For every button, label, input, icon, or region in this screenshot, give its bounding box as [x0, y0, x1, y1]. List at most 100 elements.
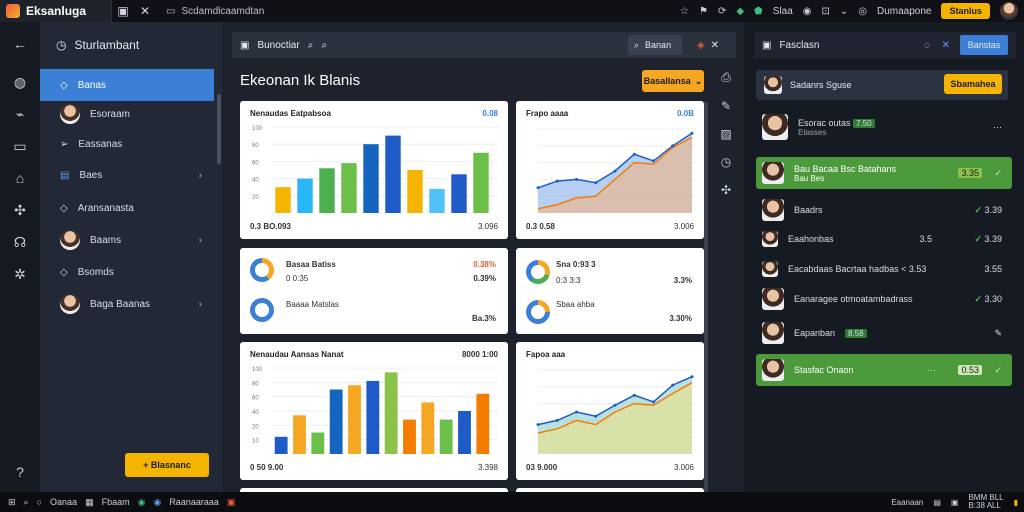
- refresh-icon[interactable]: ◌: [924, 39, 930, 51]
- bar[interactable]: [275, 187, 291, 213]
- taskbar-item[interactable]: Oanaa: [50, 497, 78, 507]
- right-panel-button[interactable]: Banstas: [960, 35, 1008, 55]
- list-item[interactable]: Bau Bacaa Bsc Batahans Bau Bes 3.35 ✓: [756, 157, 1012, 189]
- check-circle-icon[interactable]: ✓: [994, 167, 1002, 178]
- main-scrollbar[interactable]: [704, 102, 708, 492]
- list-item[interactable]: Eacabdaas Bacrtaa hadbas < 3.53 3.55: [756, 256, 1012, 282]
- right-search-bar[interactable]: Sadanrs Sguse Sbamahea: [756, 70, 1008, 100]
- bar[interactable]: [297, 178, 313, 213]
- help-icon[interactable]: ?: [16, 464, 24, 480]
- bar[interactable]: [366, 380, 380, 454]
- bar[interactable]: [384, 372, 398, 454]
- data-point[interactable]: [632, 393, 636, 397]
- data-point[interactable]: [632, 152, 636, 156]
- puzzle-icon[interactable]: ✣: [720, 183, 732, 197]
- sidebar-item-esoraam[interactable]: Esoraam: [40, 98, 222, 130]
- extension-icon[interactable]: ◆: [736, 5, 745, 17]
- address-bar[interactable]: ▭ Scdamdlcaamdtan: [166, 3, 596, 19]
- data-point[interactable]: [555, 418, 559, 422]
- sidebar-item-aransanasta[interactable]: ◇ Aransanasta: [40, 192, 222, 224]
- top-action-button[interactable]: Stanlus: [941, 3, 990, 19]
- search-icon[interactable]: ⌕: [23, 496, 29, 507]
- sidebar-item-baams[interactable]: Baams ›: [40, 224, 222, 256]
- github-icon[interactable]: ◉: [802, 5, 812, 17]
- grid-icon[interactable]: ▣: [240, 39, 250, 51]
- sidebar-action-button[interactable]: + Blasnanc: [125, 453, 209, 477]
- bar[interactable]: [458, 411, 471, 454]
- refresh-icon[interactable]: ⟳: [717, 5, 727, 17]
- data-point[interactable]: [536, 186, 540, 190]
- data-point[interactable]: [536, 423, 540, 427]
- shield-icon[interactable]: ⬟: [754, 5, 763, 17]
- taskbar-item[interactable]: Fbaam: [101, 497, 130, 507]
- bar[interactable]: [293, 415, 306, 454]
- data-point[interactable]: [575, 177, 578, 181]
- data-point[interactable]: [690, 131, 694, 135]
- tag-icon[interactable]: ◈: [696, 39, 705, 51]
- avatar[interactable]: [1000, 2, 1018, 20]
- bar[interactable]: [348, 385, 361, 454]
- more-icon[interactable]: ⋯: [927, 364, 936, 375]
- bar[interactable]: [341, 163, 357, 213]
- clock-icon[interactable]: ◷: [720, 155, 732, 169]
- list-item[interactable]: Baadrs ✓ 3.39: [756, 197, 1012, 223]
- sidebar-scrollbar[interactable]: [217, 94, 221, 164]
- bar[interactable]: [473, 152, 489, 213]
- notification-icon[interactable]: ▮: [1013, 497, 1018, 507]
- search-icon[interactable]: ⌕: [307, 39, 314, 51]
- sidebar-item-baes[interactable]: ▤ Baes ›: [40, 159, 222, 191]
- bar[interactable]: [311, 432, 325, 455]
- bar[interactable]: [476, 393, 490, 454]
- edge-icon[interactable]: ◉: [153, 496, 162, 507]
- data-point[interactable]: [652, 400, 655, 404]
- bar[interactable]: [407, 170, 423, 213]
- chevron-down-icon[interactable]: ⌄: [839, 5, 849, 17]
- search-input[interactable]: ⌕ Banan: [628, 35, 682, 55]
- bar[interactable]: [421, 402, 435, 454]
- browser-icon[interactable]: ◉: [137, 496, 146, 507]
- pen-icon[interactable]: ✎: [994, 327, 1002, 338]
- image-icon[interactable]: ▨: [720, 127, 732, 141]
- data-point[interactable]: [652, 159, 655, 163]
- users-icon[interactable]: ☊: [13, 233, 27, 250]
- back-arrow-icon[interactable]: ←: [13, 36, 27, 52]
- data-point[interactable]: [671, 144, 675, 148]
- globe-icon[interactable]: ◍: [13, 73, 27, 90]
- data-point[interactable]: [594, 414, 598, 418]
- windows-icon[interactable]: ⊞: [8, 496, 16, 507]
- bar[interactable]: [319, 168, 335, 213]
- user-circle-icon[interactable]: ◎: [858, 5, 867, 17]
- home-icon[interactable]: ⌂: [15, 170, 25, 186]
- star-icon[interactable]: ☆: [680, 5, 689, 17]
- chart-icon[interactable]: ⌁: [15, 105, 25, 122]
- puzzle-icon[interactable]: ✣: [14, 201, 26, 218]
- browser-tab[interactable]: Eksanluga: [0, 0, 112, 22]
- list-item[interactable]: Stasfac Onaon ⋯ 0.53 ✓: [756, 354, 1012, 386]
- data-point[interactable]: [555, 179, 559, 183]
- monitor-icon[interactable]: ▭: [13, 137, 27, 154]
- page-dropdown-button[interactable]: Basallansa ⌄: [642, 70, 704, 92]
- edit-icon[interactable]: ✎: [720, 99, 732, 113]
- data-point[interactable]: [594, 181, 598, 185]
- sidebar-item-baga-baanas[interactable]: Baga Baanas ›: [40, 288, 222, 320]
- wifi-icon[interactable]: ▤: [933, 497, 941, 507]
- gear-icon[interactable]: ✲: [14, 265, 26, 282]
- list-item[interactable]: Eaahonbas 3.5 ✓ 3.39: [756, 226, 1012, 252]
- data-point[interactable]: [613, 169, 617, 173]
- sidebar-item-banas[interactable]: ◇ Banas: [40, 69, 214, 101]
- list-item[interactable]: Esorac outas 7.50 Etasses ⋯: [756, 110, 1012, 144]
- check-circle-icon[interactable]: ✓: [994, 364, 1002, 375]
- bar[interactable]: [403, 419, 416, 454]
- list-item[interactable]: Eanaragee otmoatambadrass ✓ 3.30: [756, 286, 1012, 312]
- bar[interactable]: [274, 436, 288, 454]
- lock-icon[interactable]: ⊡: [821, 5, 830, 17]
- camera-icon[interactable]: ⎙: [721, 70, 731, 84]
- app-icon[interactable]: ▣: [226, 496, 236, 507]
- data-point[interactable]: [613, 403, 617, 407]
- sidebar-item-bsomds[interactable]: ◇ Bsomds: [40, 256, 222, 288]
- bar[interactable]: [439, 419, 453, 454]
- right-search-button[interactable]: Sbamahea: [944, 74, 1002, 94]
- bar[interactable]: [429, 188, 445, 213]
- circle-icon[interactable]: ○: [36, 497, 43, 507]
- list-item[interactable]: Eapanban 8.58 ✎: [756, 320, 1012, 346]
